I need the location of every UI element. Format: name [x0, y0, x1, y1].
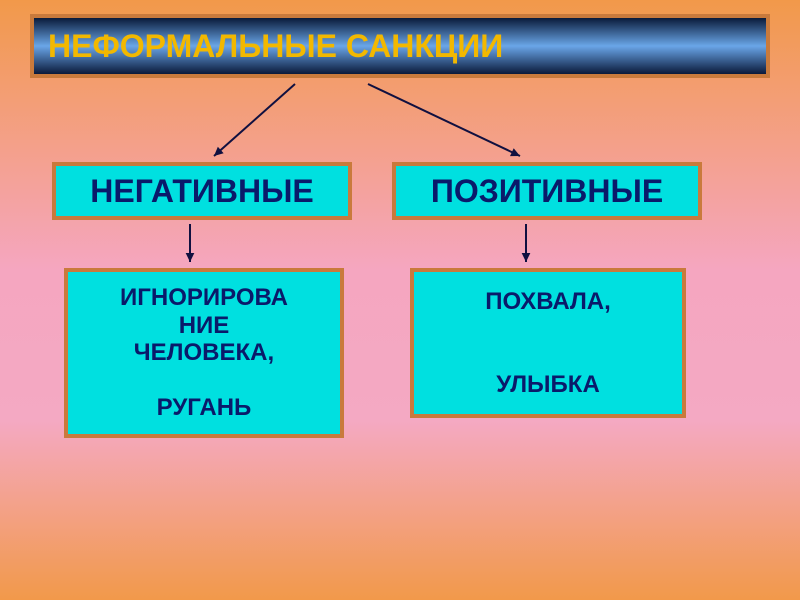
- negative-detail-text: ИГНОРИРОВА НИЕ ЧЕЛОВЕКА, РУГАНЬ: [120, 284, 288, 422]
- title-box: НЕФОРМАЛЬНЫЕ САНКЦИИ: [30, 14, 770, 78]
- positive-detail-text: ПОХВАЛА, УЛЫБКА: [485, 288, 611, 398]
- diagram-canvas: НЕФОРМАЛЬНЫЕ САНКЦИИ НЕГАТИВНЫЕ ПОЗИТИВН…: [0, 0, 800, 600]
- pos-line4: УЛЫБКА: [485, 371, 611, 399]
- pos-line2: [485, 315, 611, 343]
- neg-line5: РУГАНЬ: [120, 394, 288, 422]
- title-text: НЕФОРМАЛЬНЫЕ САНКЦИИ: [48, 28, 503, 65]
- positive-label-text: ПОЗИТИВНЫЕ: [431, 173, 663, 210]
- negative-label-box: НЕГАТИВНЫЕ: [52, 162, 352, 220]
- positive-label-box: ПОЗИТИВНЫЕ: [392, 162, 702, 220]
- negative-label-text: НЕГАТИВНЫЕ: [90, 173, 314, 210]
- pos-line1: ПОХВАЛА,: [485, 288, 611, 316]
- neg-line3: ЧЕЛОВЕКА,: [120, 339, 288, 367]
- pos-line3: [485, 343, 611, 371]
- neg-line2: НИЕ: [120, 312, 288, 340]
- neg-line4: [120, 367, 288, 395]
- negative-detail-box: ИГНОРИРОВА НИЕ ЧЕЛОВЕКА, РУГАНЬ: [64, 268, 344, 438]
- positive-detail-box: ПОХВАЛА, УЛЫБКА: [410, 268, 686, 418]
- neg-line1: ИГНОРИРОВА: [120, 284, 288, 312]
